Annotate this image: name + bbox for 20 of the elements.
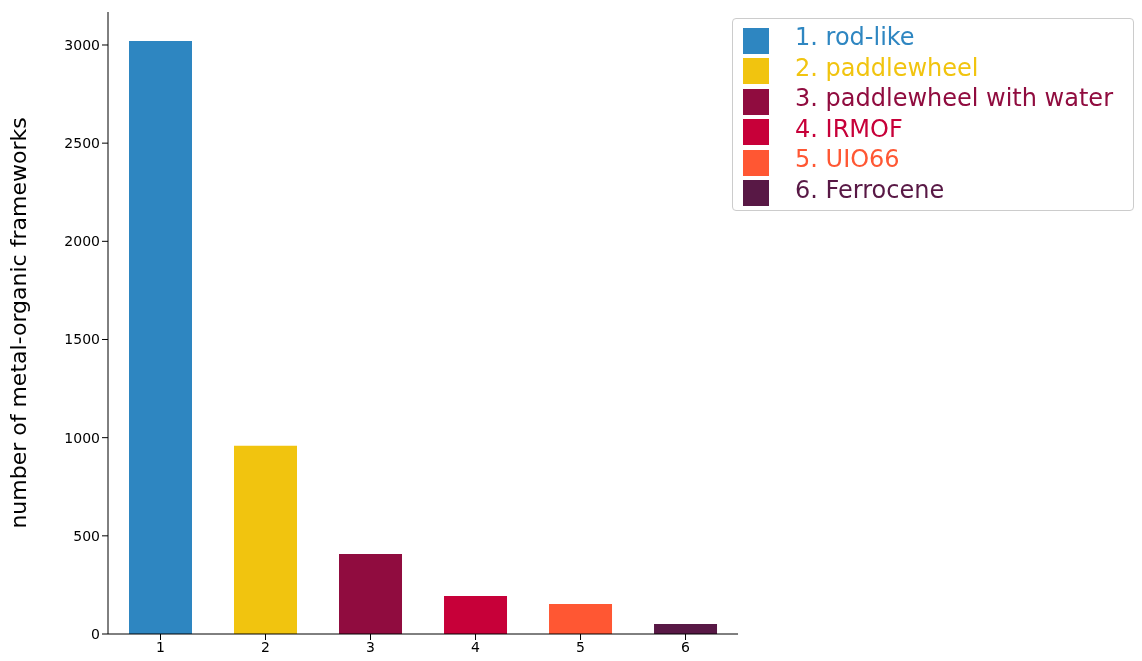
legend-label: 1. rod-like (795, 23, 915, 51)
y-tick-label: 0 (91, 625, 100, 642)
y-axis-title: number of metal-organic frameworks (5, 117, 31, 529)
y-tick-label: 2500 (64, 135, 100, 152)
legend-label: 4. IRMOF (795, 114, 903, 143)
y-tick-label: 1000 (64, 429, 100, 446)
y-tick-label: 1500 (64, 331, 100, 348)
legend-label: 3. paddlewheel with water (795, 84, 1113, 112)
legend-label: 5. UIO66 (795, 145, 900, 173)
x-tick-label: 4 (471, 638, 481, 655)
legend-label: 2. paddlewheel (795, 53, 979, 82)
x-tick-label: 3 (366, 638, 375, 655)
y-tick-label: 3000 (64, 36, 100, 53)
y-tick-label: 500 (73, 527, 100, 544)
legend-label: 6. Ferrocene (795, 175, 945, 204)
x-tick-label: 1 (156, 638, 165, 655)
x-tick-label: 5 (576, 638, 585, 655)
x-tick-label: 6 (681, 638, 691, 655)
y-tick-label: 2000 (64, 233, 100, 250)
x-tick-label: 2 (261, 638, 270, 655)
